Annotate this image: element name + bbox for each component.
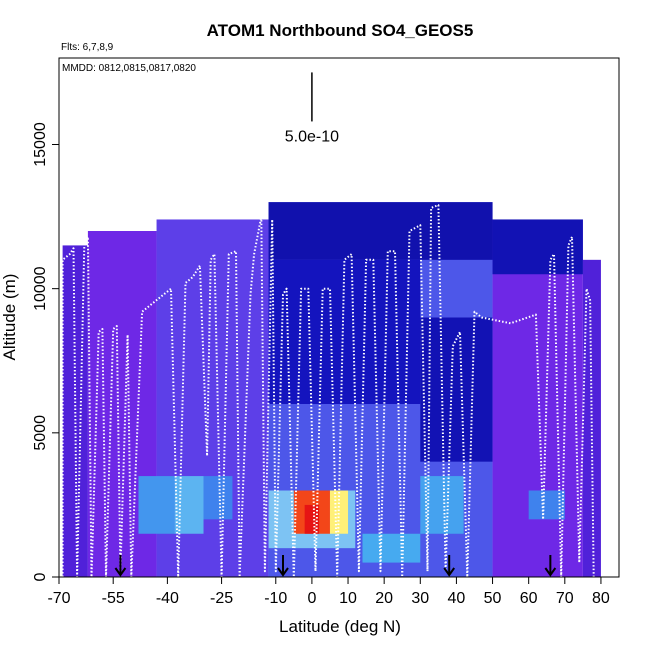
heat-cell: [62, 245, 88, 577]
x-tick-label: -70: [47, 590, 70, 607]
heat-cell: [362, 533, 421, 563]
heat-cell: [203, 476, 233, 520]
y-tick-label: 0: [32, 572, 49, 581]
x-axis-label: Latitude (deg N): [279, 617, 401, 636]
x-tick-label: -10: [264, 590, 287, 607]
x-tick-label: 40: [448, 590, 466, 607]
x-tick-label: -40: [156, 590, 179, 607]
flights-note: Flts: 6,7,8,9: [61, 42, 114, 53]
x-tick-label: 10: [339, 590, 357, 607]
plot-frame: [58, 57, 620, 578]
flight-track-layer: [61, 204, 595, 577]
chart-title: ATOM1 Northbound SO4_GEOS5: [207, 21, 474, 40]
arrow-marker-head: [443, 567, 456, 577]
y-axis: 0 5000 10000 15000: [32, 122, 59, 581]
heat-cell: [268, 259, 421, 404]
x-tick-label: 60: [520, 590, 538, 607]
heat-cell: [329, 490, 349, 534]
arrow-marker-head: [544, 567, 557, 577]
arrow-marker-head: [114, 567, 127, 577]
heat-cell: [420, 317, 493, 462]
x-tick-label: 50: [484, 590, 502, 607]
x-tick-label: 20: [375, 590, 393, 607]
heat-cell: [138, 476, 175, 534]
x-tick-label: -55: [102, 590, 125, 607]
y-tick-label: 10000: [32, 266, 49, 311]
x-tick-label: 0: [307, 590, 316, 607]
scale-bar: 5.0e-10: [285, 72, 339, 145]
arrow-marker-head: [277, 567, 289, 577]
x-tick-label: 30: [411, 590, 429, 607]
flight-track-line: [61, 204, 595, 577]
arrow-markers: [114, 555, 557, 577]
x-tick-label: -25: [210, 590, 233, 607]
y-tick-label: 5000: [32, 415, 49, 451]
heat-cell: [304, 504, 320, 534]
y-axis-label: Altitude (m): [0, 274, 19, 361]
x-tick-label: 80: [592, 590, 610, 607]
dates-note: MMDD: 0812,0815,0817,0820: [62, 63, 196, 74]
x-axis: -70 -55 -40 -25 -10 0 10 20 30 40 50 60 70 80: [47, 577, 610, 607]
heat-cell: [174, 476, 204, 534]
heatmap-layer: [62, 202, 601, 577]
scale-bar-label: 5.0e-10: [285, 128, 339, 145]
x-tick-label: 70: [556, 590, 574, 607]
y-tick-label: 15000: [32, 122, 49, 167]
heat-cell: [268, 202, 493, 260]
